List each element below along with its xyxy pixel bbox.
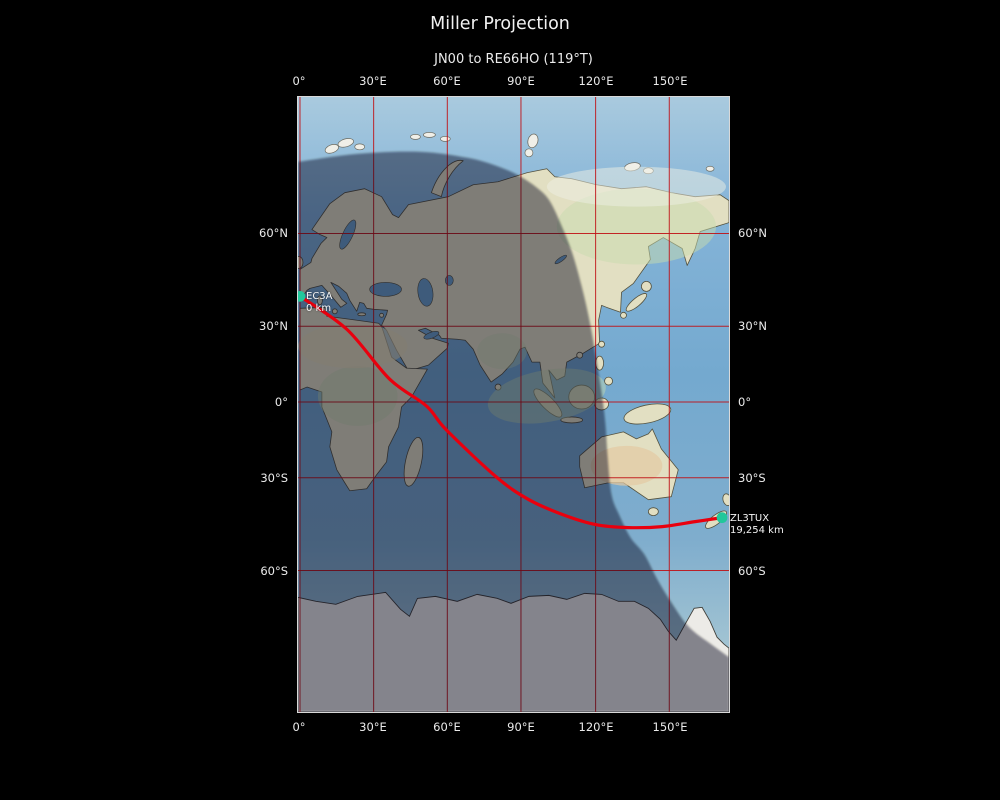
island-kyushu xyxy=(620,311,627,319)
great-circle-route xyxy=(298,294,724,530)
x-tick-label: 90°E xyxy=(507,720,535,734)
island-mindanao xyxy=(604,376,613,386)
map-axes: EC3A 0 km ZL3TUX 19,254 km xyxy=(297,96,784,713)
y-tick-label: 0° xyxy=(738,395,752,409)
y-tick-label: 60°S xyxy=(260,564,288,578)
y-tick-label: 0° xyxy=(274,395,288,409)
route-endpoint-markers xyxy=(298,290,728,524)
island-new-guinea xyxy=(623,403,672,425)
route-marker-dot xyxy=(716,512,728,524)
x-tick-label: 120°E xyxy=(578,720,614,734)
island-new-zealand-north xyxy=(722,493,729,506)
world-map xyxy=(298,97,729,712)
y-tick-label: 30°S xyxy=(738,471,766,485)
y-tick-label: 60°N xyxy=(738,226,767,240)
x-tick-label: 30°E xyxy=(359,74,387,88)
x-tick-label: 150°E xyxy=(652,720,688,734)
night-terminator-overlay xyxy=(298,151,729,712)
figure-subtitle: JN00 to RE66HO (119°T) xyxy=(434,52,593,67)
x-tick-label: 30°E xyxy=(359,720,387,734)
island-honshu xyxy=(625,293,648,312)
y-tick-label: 60°S xyxy=(738,564,766,578)
route-marker-dot xyxy=(298,290,306,302)
x-axis-bottom: 0° 30°E 60°E 90°E 120°E 150°E xyxy=(292,718,730,738)
x-tick-label: 60°E xyxy=(433,74,461,88)
y-tick-label: 30°S xyxy=(260,471,288,485)
y-axis-left: 60°N 30°N 0° 30°S 60°S xyxy=(0,96,288,713)
y-tick-label: 60°N xyxy=(259,226,288,240)
x-tick-label: 120°E xyxy=(578,74,614,88)
island-tasmania xyxy=(647,507,659,517)
y-tick-label: 30°N xyxy=(259,319,288,333)
x-tick-label: 0° xyxy=(292,74,306,88)
island-taiwan xyxy=(598,340,605,348)
x-tick-label: 150°E xyxy=(652,74,688,88)
y-axis-right: 60°N 30°N 0° 30°S 60°S xyxy=(738,96,858,713)
x-tick-label: 60°E xyxy=(433,720,461,734)
x-axis-top: 0° 30°E 60°E 90°E 120°E 150°E xyxy=(292,70,730,90)
x-tick-label: 90°E xyxy=(507,74,535,88)
y-tick-label: 30°N xyxy=(738,319,767,333)
figure-title: Miller Projection xyxy=(430,14,570,34)
x-tick-label: 0° xyxy=(292,720,306,734)
island-hokkaido xyxy=(641,281,652,292)
